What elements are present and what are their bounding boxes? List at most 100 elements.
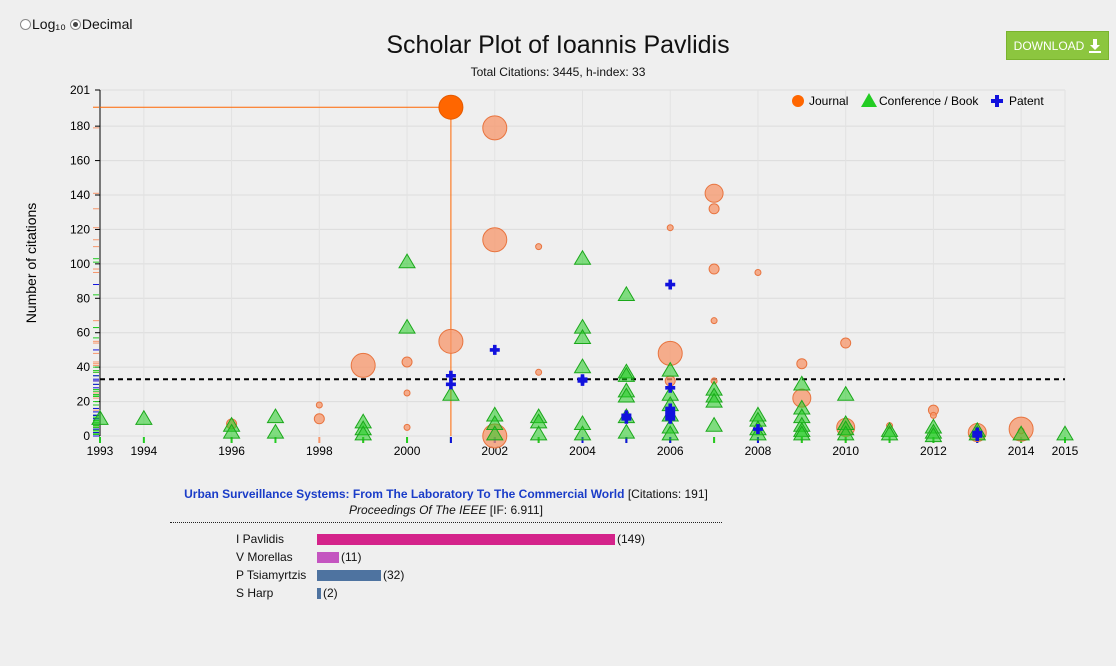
y-tick-label: 80 (77, 291, 91, 305)
x-tick-label: 1994 (131, 444, 158, 458)
conference-point (398, 253, 416, 269)
conference-point (705, 392, 723, 408)
paper-impact: [IF: 6.911] (489, 503, 543, 517)
conference-point (573, 425, 592, 441)
journal-point (535, 368, 543, 376)
scholar-chart: 0 20 40 60 80 100 120 140 160 180 201 Number of cit… (23, 83, 1079, 458)
journal-point (708, 263, 720, 275)
conference-point (1056, 425, 1074, 441)
y-tick-label: 180 (70, 119, 90, 133)
journal-point (710, 317, 718, 325)
conference-point (442, 385, 460, 401)
page-subtitle: Total Citations: 3445, h-index: 33 (470, 65, 646, 79)
conference-point (617, 285, 636, 301)
patent-point (489, 344, 500, 355)
y-tick-label: 20 (77, 395, 91, 409)
journal-point (840, 337, 852, 349)
journal-point (403, 423, 411, 431)
journal-point (535, 243, 543, 251)
download-button[interactable]: DOWNLOAD (1006, 31, 1109, 60)
page-title: Scholar Plot of Ioannis Pavlidis (386, 31, 730, 59)
conference-point (1012, 425, 1031, 441)
patent-point (445, 379, 456, 390)
patent-point (752, 424, 763, 435)
x-tick-label: 1996 (218, 444, 245, 458)
x-tick-label: 2015 (1052, 444, 1079, 458)
journal-point (929, 411, 937, 419)
author-bar (317, 552, 339, 563)
conference-point (792, 375, 811, 391)
scale-option-log[interactable]: Log₁₀ (20, 16, 66, 32)
author-count: (149) (617, 532, 646, 546)
log-radio[interactable] (20, 18, 31, 30)
conference-point (354, 425, 373, 441)
scale-option-decimal[interactable]: Decimal (69, 16, 132, 32)
paper-title[interactable]: Urban Surveillance Systems: From The Lab… (184, 487, 625, 501)
download-icon (1089, 38, 1102, 53)
conference-point (661, 361, 680, 377)
conference-point (573, 358, 592, 374)
journal-point (666, 224, 674, 232)
x-tick-label: 2014 (1008, 444, 1035, 458)
conference-point (836, 385, 855, 401)
conference-point (924, 427, 943, 443)
journal-point (708, 203, 720, 215)
y-tick-label: 100 (70, 257, 90, 271)
conference-point (266, 423, 285, 439)
decimal-radio[interactable] (69, 18, 81, 30)
y-axis-label: Number of citations (23, 203, 39, 324)
legend-patent-label: Patent (1009, 94, 1044, 108)
y-tick-label: 0 (83, 429, 90, 443)
legend-patent-marker (991, 95, 1003, 107)
author-count: (32) (383, 568, 405, 582)
journal-point (438, 328, 464, 354)
journal-point (796, 358, 808, 370)
log-label: Log₁₀ (32, 16, 66, 32)
x-tick-label: 2010 (832, 444, 859, 458)
journal-point (315, 401, 323, 409)
x-tick-label: 1993 (87, 444, 114, 458)
x-tick-label: 2002 (481, 444, 508, 458)
conference-point (398, 318, 416, 334)
legend-journal-marker (792, 95, 804, 107)
conference-point (705, 416, 723, 432)
conference-point (266, 408, 285, 424)
conference-point (792, 425, 811, 441)
paper-citations: [Citations: 191] (627, 487, 708, 501)
patent-point (665, 279, 676, 290)
download-label: DOWNLOAD (1013, 38, 1085, 53)
author-name: S Harp (236, 586, 274, 600)
y-tick-label: 40 (77, 360, 91, 374)
selected-journal-point (438, 94, 464, 120)
y-tick-label: 120 (70, 222, 90, 236)
journal-point (482, 115, 508, 141)
conference-point (617, 387, 636, 403)
conference-point (836, 425, 855, 441)
author-bar (317, 570, 381, 581)
patent-point (665, 382, 676, 393)
y-tick-label: 201 (70, 83, 90, 97)
conference-point (91, 409, 109, 425)
journal-point (482, 227, 508, 253)
x-tick-label: 2004 (569, 444, 596, 458)
author-bar (317, 534, 615, 545)
journal-point (313, 413, 325, 425)
patent-point (621, 413, 632, 424)
x-tick-label: 1998 (306, 444, 333, 458)
legend-conference-marker (861, 93, 877, 107)
legend-conference-label: Conference / Book (879, 94, 979, 108)
journal-point (403, 389, 411, 397)
conference-point (529, 425, 548, 441)
author-count: (11) (341, 550, 362, 564)
details-divider (170, 522, 722, 523)
x-tick-label: 2008 (745, 444, 772, 458)
journal-point (704, 183, 724, 203)
journal-point (401, 356, 413, 368)
conference-point (880, 425, 899, 441)
y-tick-label: 140 (70, 188, 90, 202)
journal-point (350, 352, 376, 378)
conference-point (573, 249, 592, 265)
journal-point (754, 268, 762, 276)
paper-venue: Proceedings Of The IEEE (349, 503, 487, 517)
author-name: V Morellas (236, 550, 293, 564)
